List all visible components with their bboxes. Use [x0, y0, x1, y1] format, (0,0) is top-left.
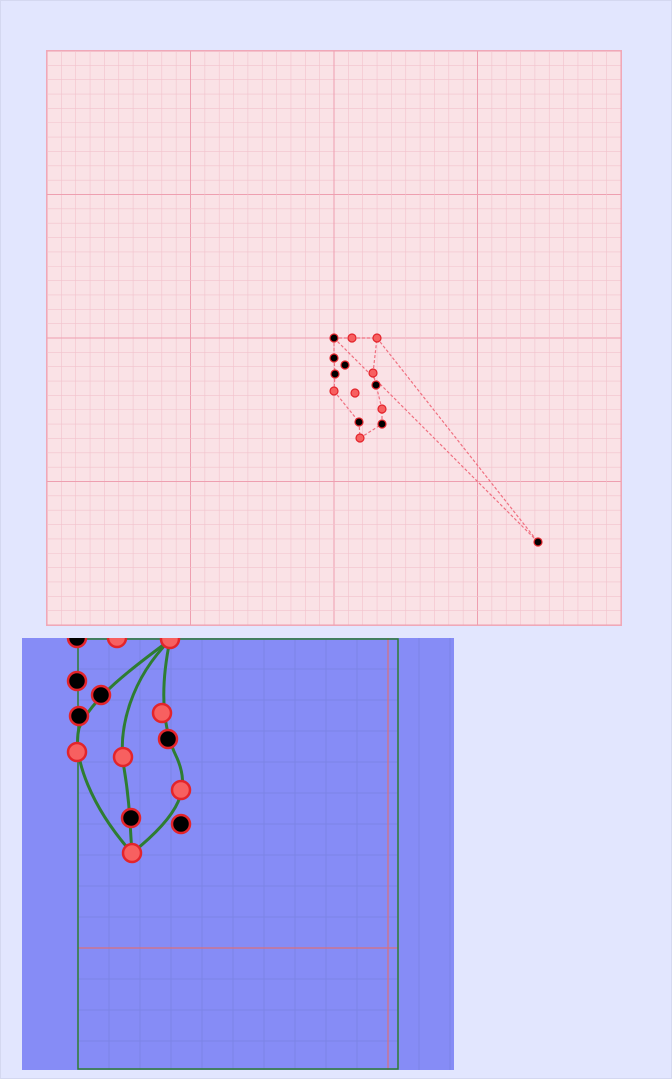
detail-node-black[interactable] — [66, 670, 88, 692]
overview-node-black[interactable] — [340, 360, 350, 370]
detail-node-red[interactable] — [159, 638, 181, 650]
detail-node-red[interactable] — [170, 779, 192, 801]
overview-links — [333, 337, 539, 543]
overview-node-black[interactable] — [329, 333, 339, 343]
overview-svg[interactable] — [47, 51, 621, 625]
overview-node-red[interactable] — [372, 333, 382, 343]
overview-grid — [47, 51, 621, 625]
detail-grid — [77, 638, 451, 1070]
overview-node-black[interactable] — [533, 537, 543, 547]
overview-node-black[interactable] — [329, 353, 339, 363]
detail-node-black[interactable] — [66, 638, 88, 649]
overview-node-red[interactable] — [350, 388, 360, 398]
detail-nodes[interactable] — [66, 638, 192, 864]
detail-svg[interactable] — [22, 638, 454, 1070]
detail-node-black[interactable] — [120, 807, 142, 829]
overview-canvas[interactable] — [46, 50, 622, 626]
detail-frame — [77, 638, 399, 1070]
detail-canvas[interactable] — [22, 638, 454, 1070]
overview-node-red[interactable] — [377, 404, 387, 414]
overview-node-red[interactable] — [355, 433, 365, 443]
overview-node-red[interactable] — [347, 333, 357, 343]
overview-link — [333, 390, 360, 423]
overview-link — [372, 337, 378, 374]
overview-node-black[interactable] — [330, 369, 340, 379]
detail-node-red[interactable] — [121, 842, 143, 864]
detail-node-black[interactable] — [157, 728, 179, 750]
curve-left — [76, 638, 171, 854]
detail-node-black[interactable] — [90, 684, 112, 706]
overview-node-black[interactable] — [371, 380, 381, 390]
detail-node-black[interactable] — [170, 813, 192, 835]
detail-node-black[interactable] — [68, 705, 90, 727]
detail-node-red[interactable] — [106, 638, 128, 649]
overview-link — [376, 337, 539, 543]
overview-node-black[interactable] — [354, 417, 364, 427]
detail-node-red[interactable] — [66, 741, 88, 763]
overview-node-red[interactable] — [368, 368, 378, 378]
overview-node-red[interactable] — [329, 386, 339, 396]
detail-node-red[interactable] — [151, 702, 173, 724]
overview-link — [333, 337, 539, 543]
curve-right — [131, 639, 184, 855]
overview-node-black[interactable] — [377, 419, 387, 429]
detail-node-red[interactable] — [112, 746, 134, 768]
overview-nodes[interactable] — [329, 333, 543, 547]
